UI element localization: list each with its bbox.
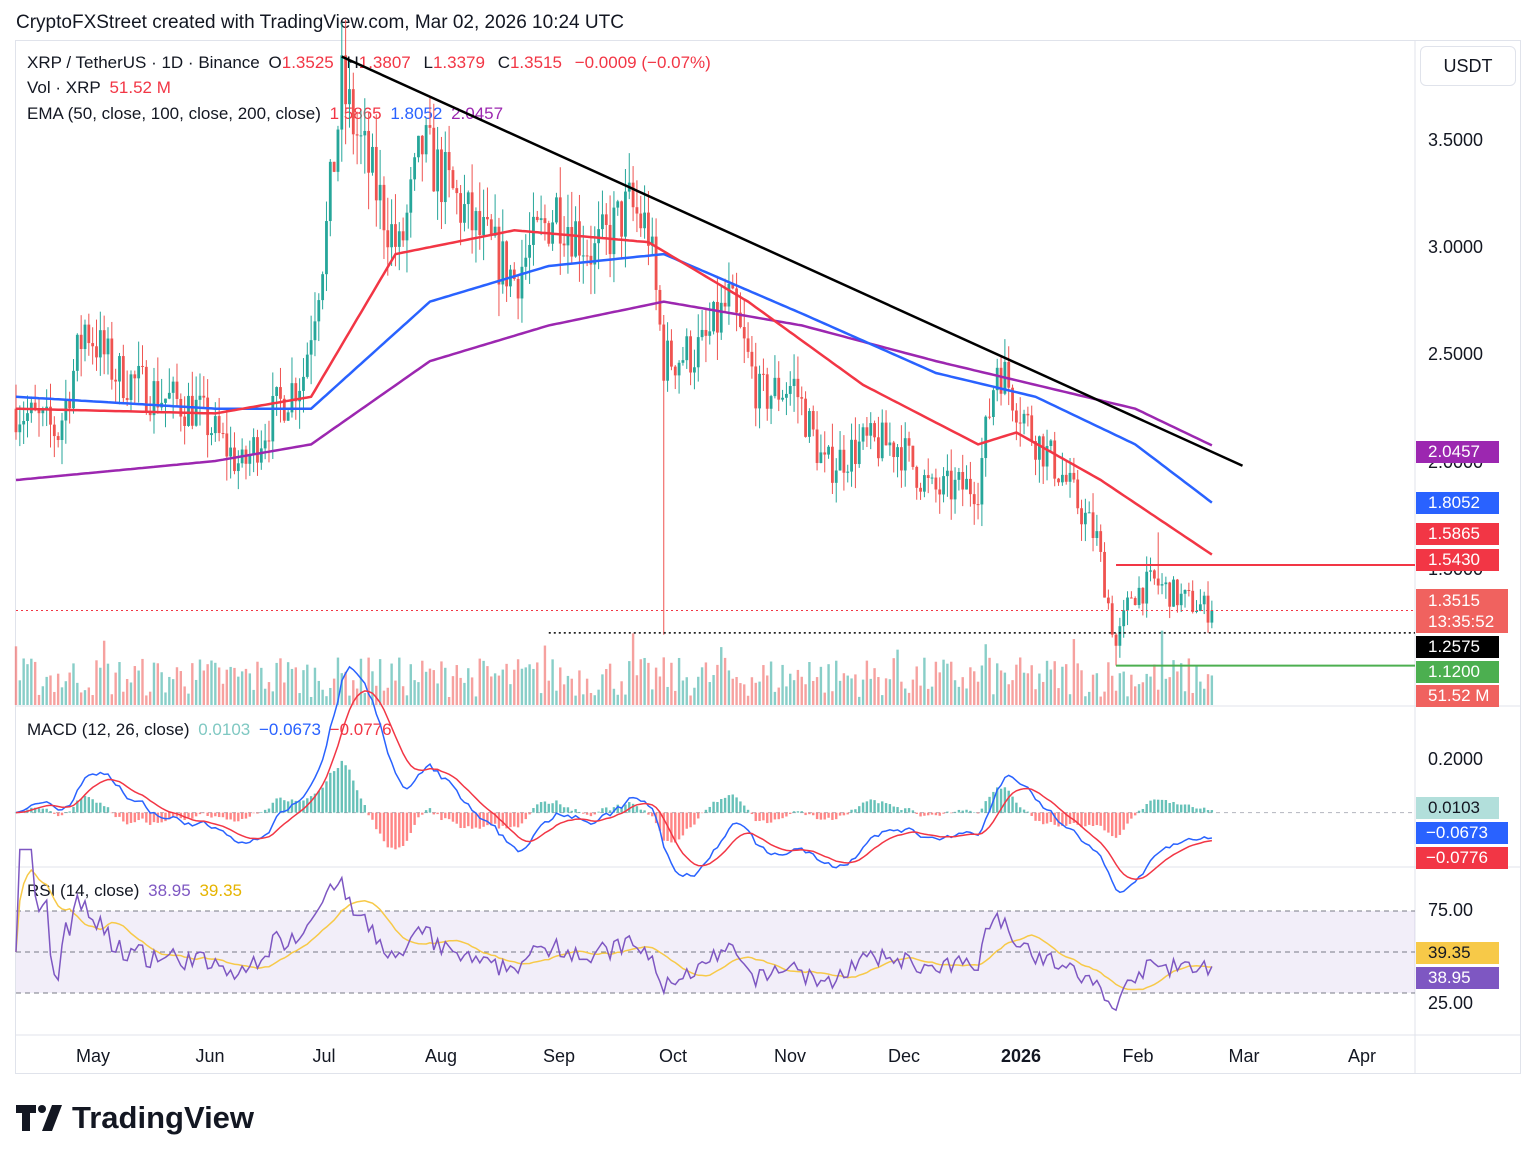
close-label: C	[497, 53, 510, 72]
rsi-legend: RSI (14, close) 38.95 39.35	[27, 881, 246, 901]
time-tick-oct: Oct	[658, 1046, 688, 1066]
ema-legend: EMA (50, close, 100, close, 200, close) …	[27, 104, 507, 124]
macd-signal-value: −0.0776	[329, 720, 392, 739]
close-value: 1.3515	[509, 53, 562, 72]
time-tick-jul: Jul	[312, 1046, 336, 1066]
macd-hist-tag: 0.0103	[1416, 797, 1499, 819]
price-tick-3.5: 3.5000	[1428, 130, 1484, 150]
volume-value: 51.52 M	[109, 78, 171, 97]
open-label: O	[268, 53, 282, 72]
rsi-ma-value: 39.35	[199, 881, 242, 900]
macd-hist-value: 0.0103	[198, 720, 251, 739]
rsi-tag: 38.95	[1416, 967, 1499, 989]
high-label: H	[346, 53, 359, 72]
ema100-value: 1.8052	[390, 104, 443, 123]
macd-label[interactable]: MACD (12, 26, close)	[27, 720, 190, 739]
time-tick-dec: Dec	[887, 1046, 921, 1066]
time-tick-nov: Nov	[773, 1046, 807, 1066]
time-tick-apr: Apr	[1347, 1046, 1377, 1066]
ema100-tag: 1.8052	[1416, 492, 1499, 514]
rsi-label[interactable]: RSI (14, close)	[27, 881, 140, 900]
rsi-value: 38.95	[148, 881, 191, 900]
last-price-value: 1.3515	[1428, 591, 1480, 610]
low-label: L	[423, 53, 433, 72]
time-tick-2026: 2026	[1000, 1046, 1042, 1066]
last-price-tag: 1.3515 13:35:52	[1416, 589, 1508, 633]
rsi-ma-tag: 39.35	[1416, 942, 1499, 964]
price-tick-2.5: 2.5000	[1428, 344, 1484, 364]
brand-name: TradingView	[72, 1100, 255, 1135]
price-tick-3.0: 3.0000	[1428, 237, 1484, 257]
time-tick-aug: Aug	[424, 1046, 458, 1066]
rsi-tick-75: 75.00	[1428, 900, 1474, 920]
volume-legend: Vol · XRP 51.52 M	[27, 78, 175, 98]
symbol-title[interactable]: XRP / TetherUS · 1D · Binance	[27, 53, 260, 72]
time-tick-sep: Sep	[542, 1046, 576, 1066]
low-value: 1.3379	[432, 53, 485, 72]
ema200-tag: 2.0457	[1416, 441, 1499, 463]
rsi-tick-25: 25.00	[1428, 993, 1474, 1013]
time-tick-feb: Feb	[1122, 1046, 1154, 1066]
time-tick-may: May	[75, 1046, 111, 1066]
tradingview-logo-icon	[16, 1105, 62, 1131]
macd-signal-tag: −0.0776	[1416, 847, 1508, 869]
volume-label[interactable]: Vol · XRP	[27, 78, 101, 97]
time-tick-jun: Jun	[195, 1046, 225, 1066]
ema50-value: 1.5865	[329, 104, 382, 123]
macd-tick-0.2: 0.2000	[1428, 749, 1484, 769]
macd-line-value: −0.0673	[258, 720, 321, 739]
ema50-tag: 1.5865	[1416, 523, 1499, 545]
chart-caption: CryptoFXStreet created with TradingView.…	[16, 12, 624, 33]
ema-label[interactable]: EMA (50, close, 100, close, 200, close)	[27, 104, 321, 123]
ema200-value: 2.0457	[451, 104, 504, 123]
open-value: 1.3525	[281, 53, 334, 72]
chart-frame	[15, 40, 1521, 1074]
tradingview-brand: TradingView	[16, 1100, 254, 1136]
high-value: 1.3807	[358, 53, 411, 72]
change-value: −0.0009 (−0.07%)	[574, 53, 711, 72]
countdown-value: 13:35:52	[1428, 612, 1495, 631]
currency-button[interactable]: USDT	[1420, 46, 1516, 86]
support-dotted-tag: 1.2575	[1416, 636, 1499, 658]
support-green-tag: 1.1200	[1416, 661, 1499, 683]
macd-line-tag: −0.0673	[1416, 822, 1508, 844]
volume-tag: 51.52 M	[1416, 685, 1499, 707]
resistance-tag: 1.5430	[1416, 549, 1499, 571]
time-tick-mar: Mar	[1228, 1046, 1260, 1066]
symbol-legend: XRP / TetherUS · 1D · Binance O1.3525 H1…	[27, 53, 715, 73]
macd-legend: MACD (12, 26, close) 0.0103 −0.0673 −0.0…	[27, 720, 396, 740]
